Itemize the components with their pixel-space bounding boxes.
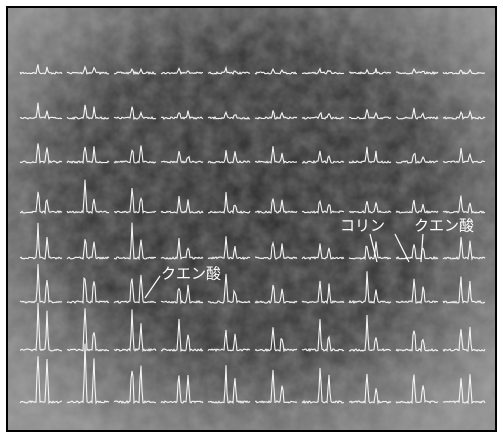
annotation: クエン酸 (414, 217, 474, 235)
page: コリン クエン酸 クエン酸 (() => { const data = JSON… (0, 0, 503, 438)
annotation: クエン酸 (161, 265, 221, 283)
annotation: コリン (340, 217, 385, 235)
mrs-image: コリン クエン酸 クエン酸 (0, 0, 503, 438)
